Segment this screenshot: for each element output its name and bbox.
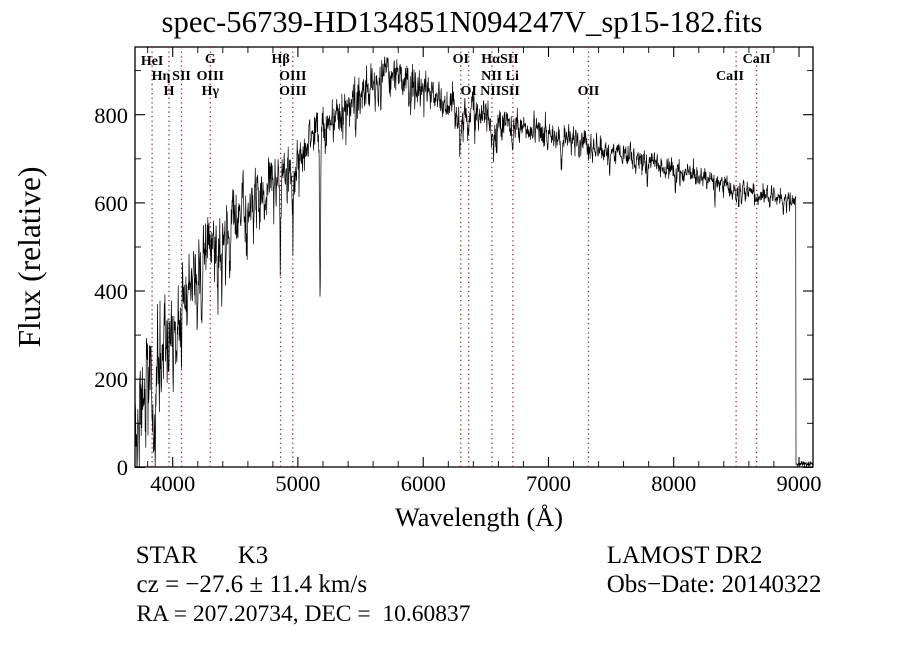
svg-text:800: 800 bbox=[94, 103, 128, 128]
svg-text:7000: 7000 bbox=[526, 471, 571, 496]
svg-text:G: G bbox=[205, 52, 216, 67]
svg-text:HαSII: HαSII bbox=[481, 52, 518, 67]
svg-text:OI: OI bbox=[461, 84, 477, 99]
svg-text:LAMOST DR2: LAMOST DR2 bbox=[607, 542, 763, 569]
svg-text:RA = 207.20734, DEC = 10.6083: RA = 207.20734, DEC = 10.60837 bbox=[137, 601, 471, 627]
svg-text:CaII: CaII bbox=[716, 69, 744, 84]
svg-text:HeI: HeI bbox=[141, 54, 164, 69]
svg-text:Flux (relative): Flux (relative) bbox=[12, 166, 47, 347]
svg-text:OIII: OIII bbox=[197, 69, 224, 84]
svg-text:OI: OI bbox=[453, 52, 469, 67]
svg-text:200: 200 bbox=[94, 367, 128, 392]
svg-text:CaII: CaII bbox=[743, 52, 771, 67]
svg-text:9000: 9000 bbox=[777, 471, 822, 496]
svg-text:4000: 4000 bbox=[150, 471, 195, 496]
svg-text:H: H bbox=[164, 84, 175, 99]
svg-text:OIII: OIII bbox=[279, 69, 306, 84]
svg-text:Hγ: Hγ bbox=[202, 84, 220, 99]
svg-text:400: 400 bbox=[94, 279, 128, 304]
svg-text:0: 0 bbox=[117, 455, 128, 480]
svg-text:NII Li: NII Li bbox=[481, 69, 519, 84]
svg-text:Hη: Hη bbox=[152, 69, 171, 84]
svg-text:spec-56739-HD134851N094247V_sp: spec-56739-HD134851N094247V_sp15-182.fit… bbox=[162, 5, 763, 39]
svg-text:600: 600 bbox=[94, 191, 128, 216]
svg-text:OII: OII bbox=[578, 84, 600, 99]
svg-text:STAR: STAR bbox=[136, 542, 198, 569]
svg-text:K3: K3 bbox=[238, 542, 269, 569]
svg-text:Obs−Date: 20140322: Obs−Date: 20140322 bbox=[607, 571, 822, 598]
svg-text:6000: 6000 bbox=[401, 471, 446, 496]
svg-text:OIII: OIII bbox=[279, 84, 306, 99]
svg-text:Hβ: Hβ bbox=[271, 52, 289, 67]
svg-text:5000: 5000 bbox=[275, 471, 320, 496]
svg-text:cz = −27.6 ± 11.4 km/s: cz = −27.6 ± 11.4 km/s bbox=[137, 571, 368, 598]
svg-text:SII: SII bbox=[172, 69, 191, 84]
svg-text:Wavelength (Å): Wavelength (Å) bbox=[395, 503, 563, 532]
svg-text:NIISII: NIISII bbox=[480, 84, 520, 99]
svg-text:8000: 8000 bbox=[651, 471, 696, 496]
